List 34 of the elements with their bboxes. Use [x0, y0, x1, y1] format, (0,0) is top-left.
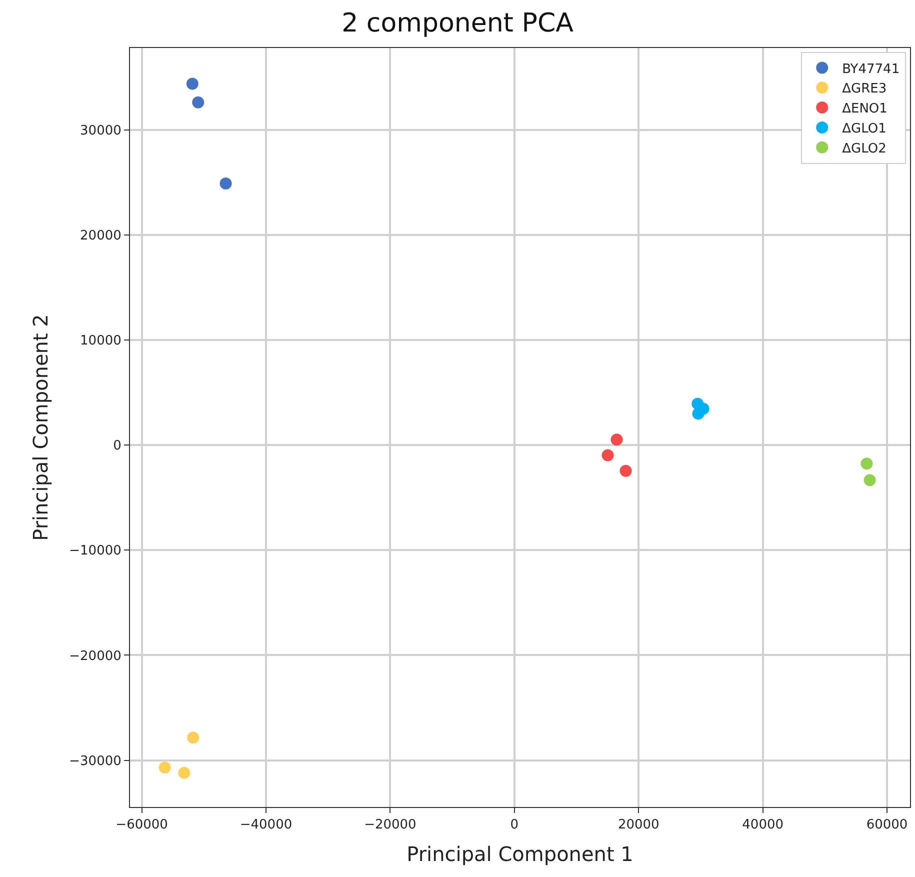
point — [610, 434, 623, 446]
point — [860, 458, 873, 470]
chart-title: 2 component PCA — [342, 8, 574, 38]
y-tick-label: −20000 — [69, 648, 122, 664]
x-tick-label: 20000 — [618, 818, 660, 833]
point — [602, 449, 614, 462]
legend-label: ΔGLO1 — [842, 122, 886, 137]
y-axis-title: Principal Component 2 — [28, 314, 53, 541]
point — [192, 96, 204, 108]
point — [220, 178, 232, 190]
y-tick-label: 0 — [113, 438, 122, 454]
y-tick-label: 20000 — [80, 228, 122, 244]
legend-label: ΔENO1 — [842, 102, 888, 117]
x-tick-label: 40000 — [742, 818, 784, 833]
x-axis-title: Principal Component 1 — [406, 842, 634, 866]
y-tick-label: 10000 — [80, 334, 122, 349]
y-tick-label: 30000 — [80, 123, 122, 138]
x-tick-label: −20000 — [364, 818, 416, 833]
y-tick-label: −10000 — [69, 544, 122, 559]
legend-label: ΔGLO2 — [842, 141, 886, 156]
y-tick-label: −30000 — [69, 754, 122, 769]
point — [692, 408, 704, 420]
point — [187, 732, 200, 744]
point — [178, 766, 190, 779]
x-tick-label: 60000 — [866, 818, 908, 833]
x-tick-label: −60000 — [116, 818, 168, 833]
point — [158, 762, 171, 774]
x-tick-label: −40000 — [240, 818, 292, 833]
legend-label: ΔGRE3 — [842, 82, 887, 97]
point — [864, 474, 876, 486]
legend-label: BY47741 — [842, 62, 900, 77]
point — [186, 78, 198, 90]
x-tick-label: 0 — [510, 818, 519, 833]
point — [620, 464, 632, 477]
